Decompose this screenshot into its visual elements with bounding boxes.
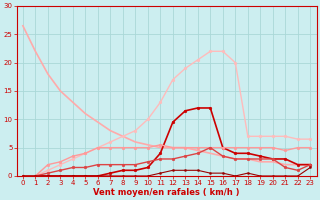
X-axis label: Vent moyen/en rafales ( km/h ): Vent moyen/en rafales ( km/h ) [93, 188, 240, 197]
